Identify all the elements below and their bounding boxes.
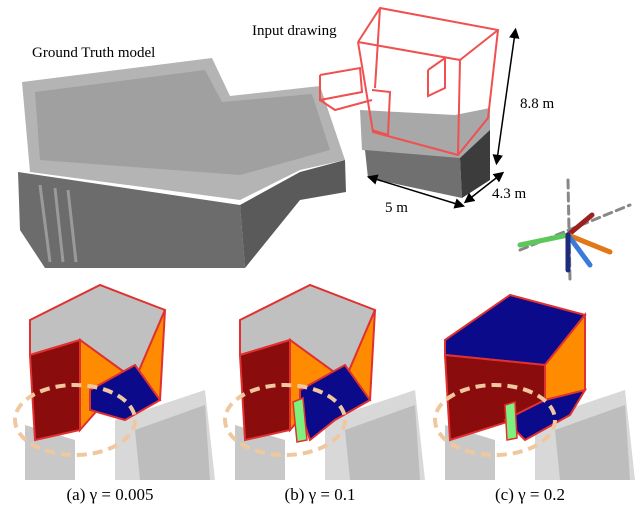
panel-b	[223, 283, 425, 480]
input-wireframe	[319, 6, 500, 157]
panel-c	[433, 293, 635, 480]
panel-caption: (b) γ = 0.1	[285, 485, 356, 504]
panel-caption: (c) γ = 0.2	[495, 485, 565, 504]
ground-truth-building	[18, 58, 346, 268]
small-building	[360, 108, 490, 198]
depth-arrow	[463, 171, 505, 204]
width-arrow	[366, 174, 466, 209]
height-arrow	[492, 27, 520, 166]
panel-a	[13, 283, 215, 480]
input-label: Input drawing	[252, 23, 337, 39]
width-label: 5 m	[385, 200, 408, 216]
panel-caption: (a) γ = 0.005	[67, 485, 154, 504]
depth-label: 4.3 m	[492, 186, 527, 202]
axes-gizmo	[517, 178, 632, 282]
height-label: 8.8 m	[520, 96, 555, 112]
ground-truth-label: Ground Truth model	[32, 45, 155, 61]
